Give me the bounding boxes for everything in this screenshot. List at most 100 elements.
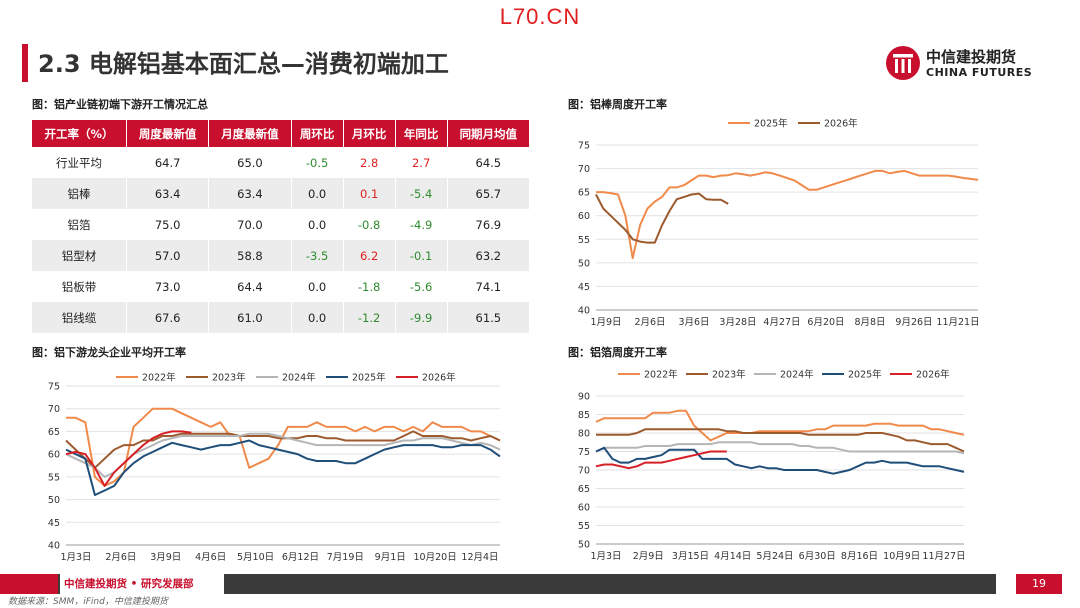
x-tick-label: 2月6日 (105, 552, 136, 563)
y-tick-label: 65 (48, 427, 60, 438)
table-row: 铝板带 73.0 64.4 0.0 -1.8 -5.6 74.1 (32, 271, 531, 302)
table-header-row: 开工率（%） 周度最新值 月度最新值 周环比 月环比 年同比 同期月均值 (32, 120, 531, 147)
chart-leading-enterprises: 40 45 50 55 60 65 70 75 1月3日 2月6日 3月9日 4月6日 5月10日 6月1… (48, 372, 501, 563)
table-cell: -3.5 (291, 240, 344, 271)
table-header-cell: 周度最新值 (126, 120, 210, 147)
table-cell: 76.9 (447, 209, 531, 240)
table-cell: 0.0 (291, 271, 344, 302)
chart-foil-weekly: 50 55 60 65 70 75 80 85 90 1月3日 2月9日 3月15日 4月14日 5月24… (578, 369, 966, 563)
table-cell: -9.9 (395, 302, 448, 333)
y-tick-label: 50 (578, 540, 590, 551)
series-line-2026年 (595, 450, 727, 470)
legend-label: 2025年 (754, 118, 788, 130)
table-cell: -0.8 (343, 209, 396, 240)
y-tick-label: 80 (578, 429, 590, 440)
table-cell: 64.5 (447, 147, 531, 178)
table-cell: 58.8 (208, 240, 292, 271)
y-tick-label: 75 (578, 141, 590, 152)
series-line-2025年 (596, 169, 979, 260)
table-cell: 63.2 (447, 240, 531, 271)
series-line-2022年 (66, 407, 501, 487)
y-tick-label: 45 (48, 518, 60, 529)
y-tick-label: 65 (578, 188, 590, 199)
row-label: 铝线缆 (32, 302, 127, 333)
x-tick-label: 11月21日 (936, 317, 979, 328)
x-tick-label: 4月14日 (714, 551, 751, 562)
legend-label: 2026年 (422, 372, 456, 384)
y-tick-label: 50 (578, 258, 590, 269)
table-cell: 74.1 (447, 271, 531, 302)
table-cell: 73.0 (126, 271, 210, 302)
table-header-cell: 开工率（%） (32, 120, 127, 147)
x-tick-label: 5月24日 (756, 551, 793, 562)
x-tick-label: 8月8日 (854, 317, 885, 328)
x-tick-label: 10月20日 (414, 552, 457, 563)
data-source: 数据来源：SMM，iFind，中信建投期货 (8, 597, 168, 607)
legend-label: 2024年 (780, 369, 814, 381)
y-tick-label: 90 (578, 392, 590, 403)
footer-bar (0, 574, 996, 594)
legend-label: 2025年 (352, 372, 386, 384)
series-line-2024年 (595, 441, 965, 455)
utilization-summary-table: 开工率（%） 周度最新值 月度最新值 周环比 月环比 年同比 同期月均值 行业平均 64.7 6… (32, 120, 531, 333)
x-tick-label: 11月27日 (922, 551, 965, 562)
table-cell: -5.6 (395, 271, 448, 302)
table-cell: 67.6 (126, 302, 210, 333)
table-cell: 0.0 (291, 302, 344, 333)
table-row: 铝箔 75.0 70.0 0.0 -0.8 -4.9 76.9 (32, 209, 531, 240)
row-label: 铝板带 (32, 271, 127, 302)
series-line-2025年 (595, 446, 965, 475)
y-tick-label: 70 (578, 164, 590, 175)
table-row: 行业平均 64.7 65.0 -0.5 2.8 2.7 64.5 (32, 147, 531, 178)
row-label: 铝棒 (32, 178, 127, 209)
table-header-cell: 同期月均值 (447, 120, 531, 147)
x-tick-label: 6月30日 (799, 551, 836, 562)
table-cell: 65.0 (208, 147, 292, 178)
x-tick-label: 9月1日 (375, 552, 406, 563)
logo-cn-name: 中信建投期货 (926, 48, 1017, 66)
table-cell: 64.4 (208, 271, 292, 302)
legend-label: 2022年 (142, 372, 176, 384)
y-tick-label: 40 (48, 541, 60, 552)
china-futures-logo-icon (886, 46, 920, 80)
table-cell: 61.5 (447, 302, 531, 333)
chart-title-foil: 图：铝箔周度开工率 (568, 346, 667, 359)
row-label: 铝型材 (32, 240, 127, 271)
x-tick-label: 9月26日 (895, 317, 932, 328)
legend-label: 2025年 (848, 369, 882, 381)
table-cell: 63.4 (208, 178, 292, 209)
chart-rod-weekly: 40 45 50 55 60 65 70 75 1月9日 2月6日 3月6日 3月28日 4月27日 6月… (578, 118, 980, 329)
table-cell: -1.8 (343, 271, 396, 302)
table-header-cell: 月环比 (343, 120, 396, 147)
x-tick-label: 3月15日 (672, 551, 709, 562)
table-cell: 6.2 (343, 240, 396, 271)
table-row: 铝线缆 67.6 61.0 0.0 -1.2 -9.9 61.5 (32, 302, 531, 333)
chart-title-rod: 图：铝棒周度开工率 (568, 98, 667, 111)
y-tick-label: 55 (578, 521, 590, 532)
series-line-2026年 (65, 430, 192, 487)
table-cell: 61.0 (208, 302, 292, 333)
table-cell: -4.9 (395, 209, 448, 240)
x-tick-label: 1月9日 (590, 317, 621, 328)
table-cell: 2.8 (343, 147, 396, 178)
y-tick-label: 70 (578, 466, 590, 477)
table-row: 铝棒 63.4 63.4 0.0 0.1 -5.4 65.7 (32, 178, 531, 209)
table-header-cell: 年同比 (395, 120, 448, 147)
y-tick-label: 50 (48, 495, 60, 506)
watermark: L70.CN (499, 4, 581, 29)
table-cell: 0.0 (291, 178, 344, 209)
row-label: 铝箔 (32, 209, 127, 240)
legend-label: 2026年 (824, 118, 858, 130)
table-cell: -5.4 (395, 178, 448, 209)
table-cell: 57.0 (126, 240, 210, 271)
table-cell: 70.0 (208, 209, 292, 240)
y-tick-label: 65 (578, 484, 590, 495)
table-cell: -0.5 (291, 147, 344, 178)
table-row: 铝型材 57.0 58.8 -3.5 6.2 -0.1 63.2 (32, 240, 531, 271)
y-tick-label: 60 (578, 503, 590, 514)
x-tick-label: 3月6日 (678, 317, 709, 328)
table-header-cell: 月度最新值 (208, 120, 292, 147)
x-tick-label: 3月28日 (719, 317, 756, 328)
x-tick-label: 1月3日 (60, 552, 91, 563)
x-tick-label: 3月9日 (150, 552, 181, 563)
